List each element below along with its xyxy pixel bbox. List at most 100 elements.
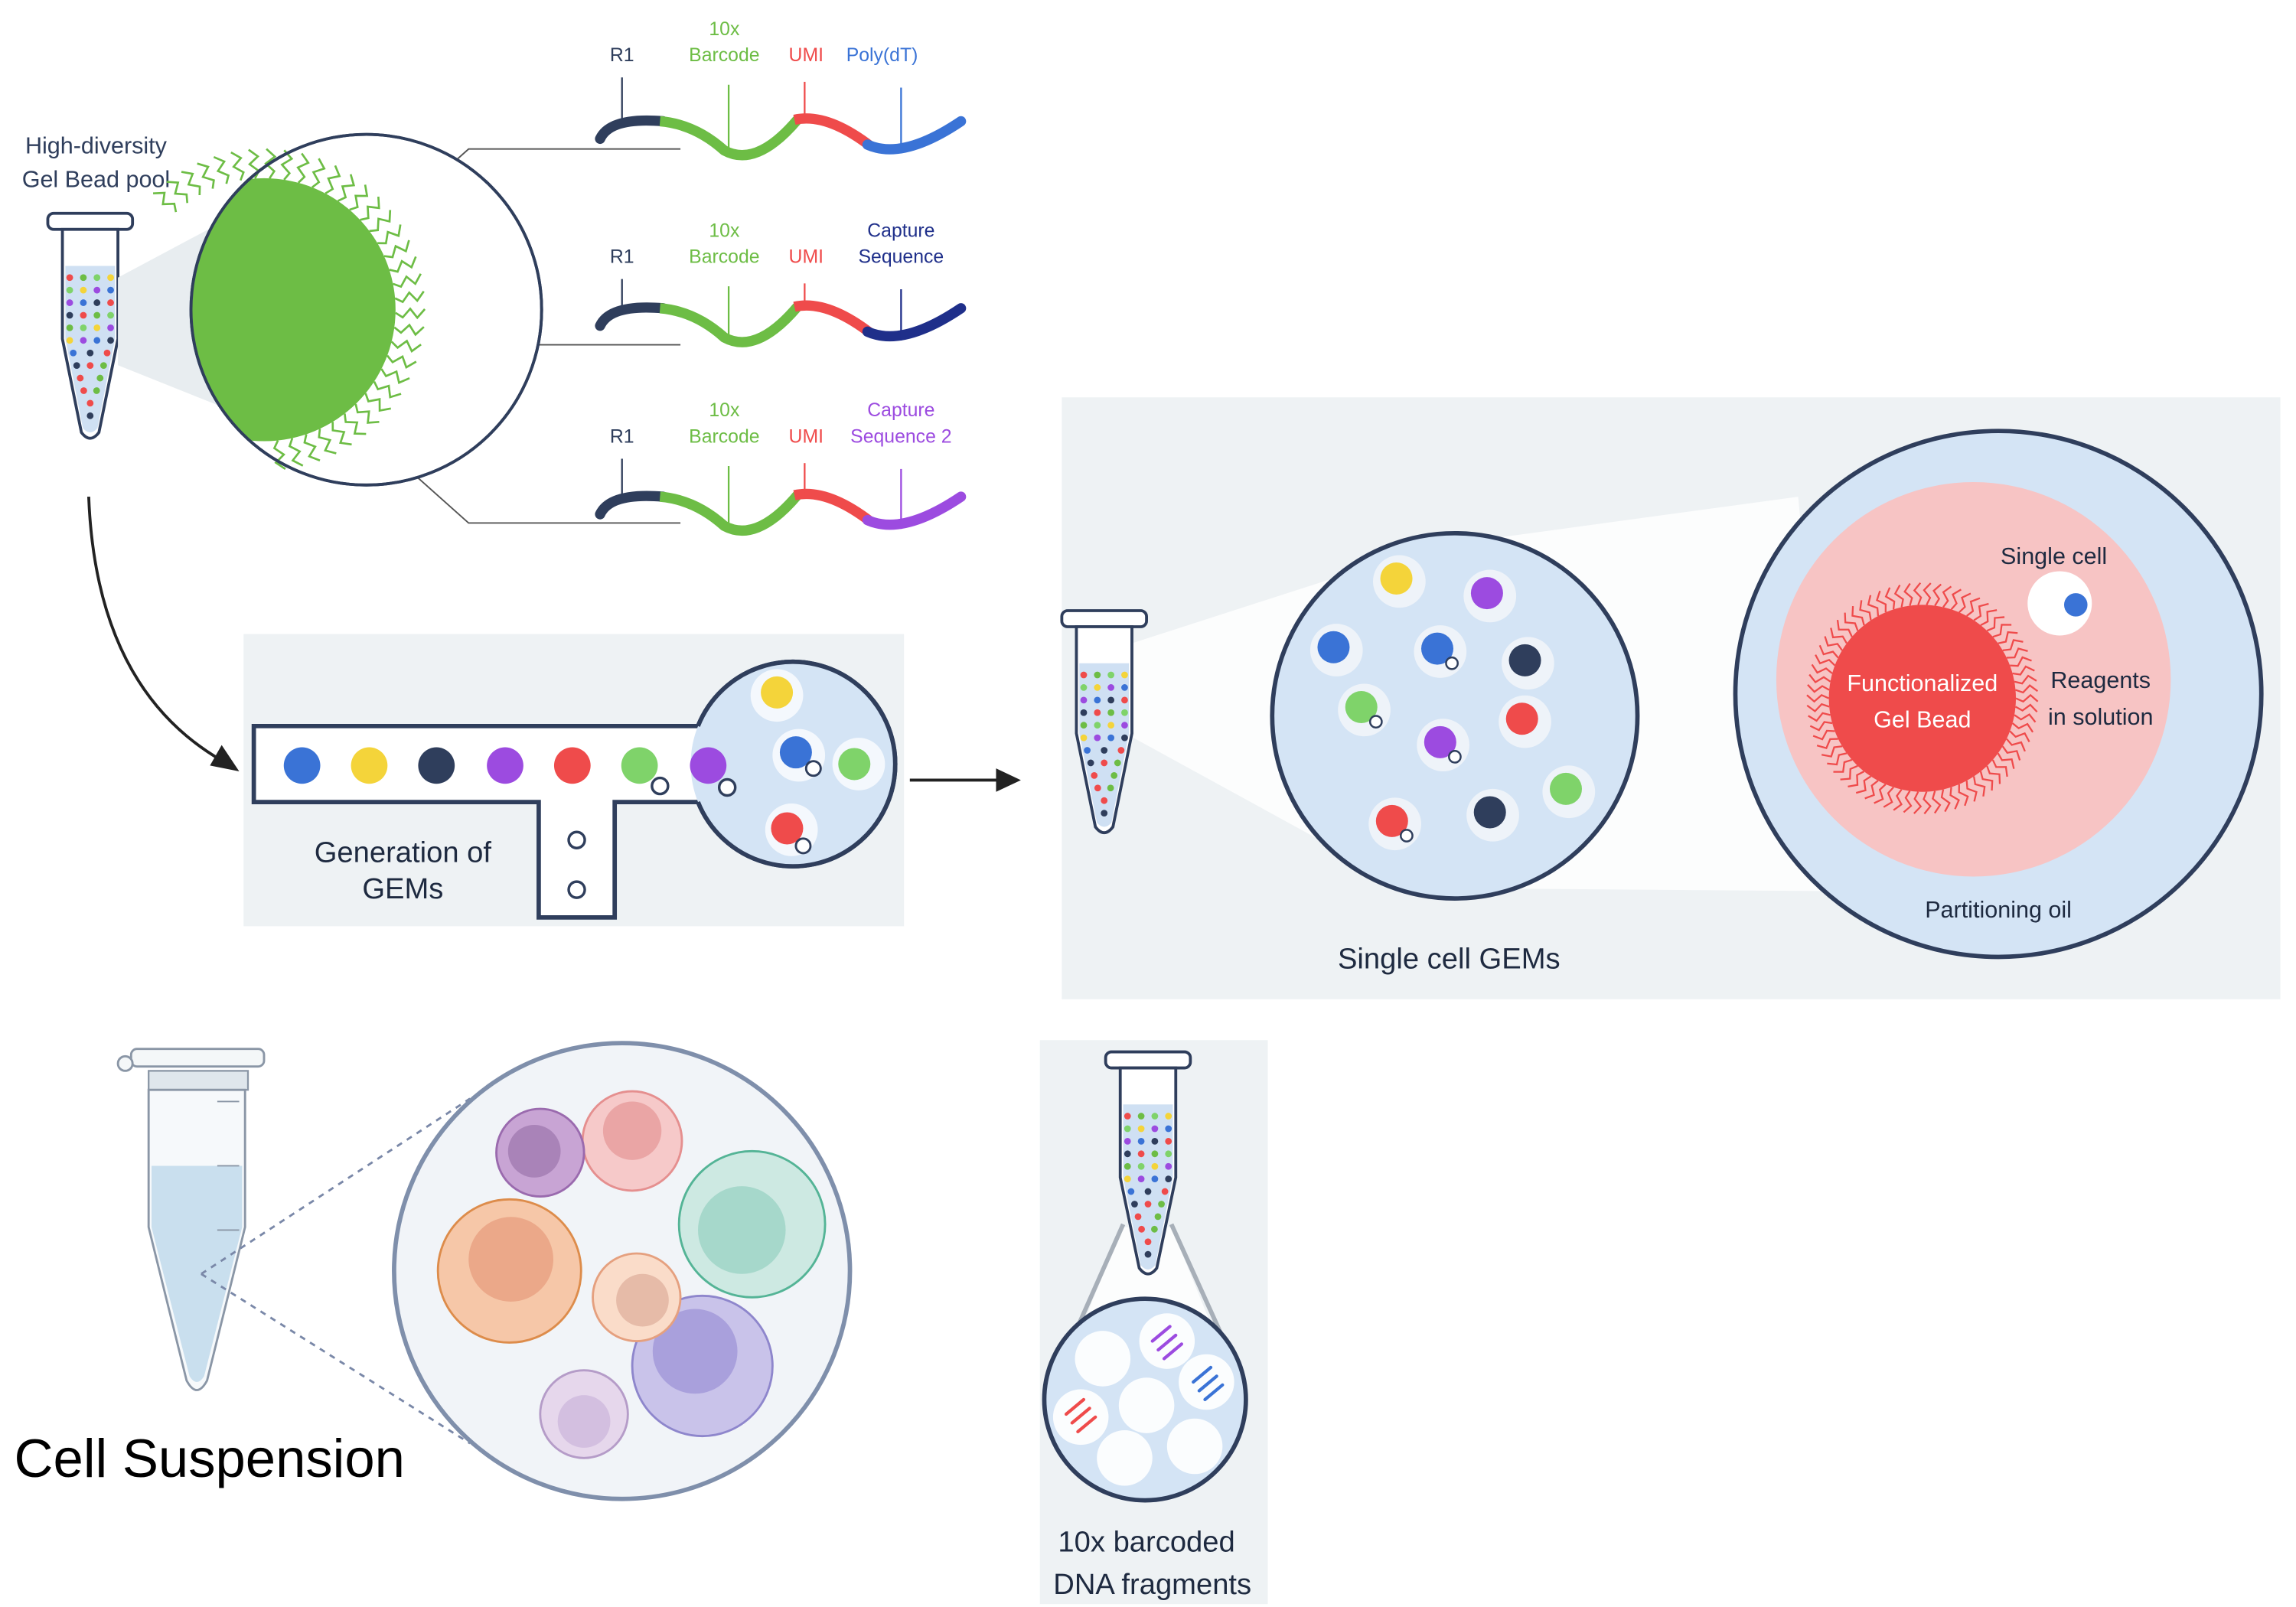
- bead-oligo: [1818, 644, 1839, 659]
- bead-oligo: [1923, 791, 1932, 815]
- oligo-strand: [389, 256, 417, 273]
- bead-dot: [80, 387, 87, 394]
- bead-dot: [1137, 1125, 1145, 1133]
- oligo-strand: [166, 181, 189, 204]
- bead-dot: [1134, 1213, 1142, 1221]
- bead-dot: [1121, 722, 1128, 729]
- barcode-label-line1: 10x: [709, 220, 740, 241]
- bead-dot: [1151, 1162, 1159, 1170]
- gem-droplet: [1542, 765, 1596, 819]
- bead-oligo: [1884, 587, 1896, 610]
- bead-dot: [1124, 1137, 1131, 1145]
- bead-dot: [107, 337, 114, 344]
- bead-oligo: [1812, 729, 1835, 741]
- dna-fragments-panel: 10x barcoded DNA fragments: [1039, 1040, 1268, 1605]
- oligo-strand: [272, 440, 286, 471]
- flow-arrow-1: [87, 497, 221, 761]
- oligo-strand: [318, 429, 337, 455]
- bead-oligo: [1827, 752, 1848, 766]
- gem-droplet: [1466, 788, 1519, 842]
- reagents-label-line2: in solution: [2048, 704, 2153, 730]
- oligo-strand: [395, 307, 426, 320]
- microfluidics-panel: Generation of GEMs: [243, 634, 905, 927]
- bead-oligo: [2009, 730, 2030, 743]
- bead-oligo: [1980, 609, 1998, 627]
- bead-dot: [93, 311, 101, 319]
- bead-oligo: [2006, 738, 2026, 752]
- bead-dot: [1165, 1125, 1172, 1133]
- bead-dot: [80, 299, 87, 306]
- gem-droplet: [1309, 624, 1363, 676]
- oligo-strand: [331, 422, 352, 446]
- bead-dot: [86, 362, 94, 370]
- oligo-structures: R1 10x Barcode UMI Poly(dT) R1 10x Barcode UMI Ca…: [595, 19, 967, 536]
- bead-dot: [1110, 771, 1118, 779]
- gel-bead-pool-group: High-diversity Gel Bead pool: [22, 132, 170, 440]
- bead-dot: [80, 337, 87, 344]
- bead-dot: [80, 274, 87, 282]
- oligo-strand: [390, 339, 422, 353]
- gem-droplet: [1463, 569, 1517, 623]
- capture-label-line2: Sequence 2: [850, 426, 951, 447]
- bead-dot: [1121, 734, 1128, 742]
- bead-oligo: [1965, 781, 1978, 802]
- bead-dot: [1121, 709, 1128, 716]
- single-cell-droplet: [2027, 571, 2092, 636]
- r1-label: R1: [610, 426, 634, 447]
- gems-panel: Single cell GEMs Single cell Functionali…: [1060, 397, 2281, 999]
- bead-dot: [1124, 1125, 1131, 1133]
- bead-dot: [1151, 1137, 1159, 1145]
- bead-oligo: [1991, 759, 2008, 777]
- reagents-label-line1: Reagents: [2050, 667, 2151, 693]
- bead-dot: [1087, 759, 1094, 767]
- bead-oligo: [1815, 654, 1836, 667]
- polydt-label: Poly(dT): [846, 45, 918, 66]
- bead-oligo: [2006, 647, 2028, 659]
- arrow-right-icon: [996, 768, 1021, 792]
- bead-oligo: [1808, 673, 1831, 683]
- cells: [436, 1090, 827, 1459]
- gem-droplet: [1338, 683, 1391, 737]
- functionalized-bead-label-line1: Functionalized: [1847, 670, 1998, 696]
- bead-dot: [66, 311, 73, 319]
- bead-oligo: [1883, 786, 1894, 808]
- bead-oligo: [2014, 713, 2037, 723]
- bead-oligo: [1942, 585, 1952, 608]
- bead-oligo: [1811, 663, 1833, 674]
- dna-tube-icon: [1104, 1050, 1192, 1276]
- bead-dot: [1094, 784, 1101, 792]
- bead-dot: [1144, 1188, 1152, 1195]
- bead-dot: [1137, 1113, 1145, 1120]
- bead-dot: [93, 286, 101, 294]
- oligo-strand: [311, 158, 326, 188]
- gem-droplet: [1414, 625, 1467, 678]
- bead-dot: [1107, 671, 1115, 679]
- oligo-strand: [369, 210, 392, 233]
- barcode-label-line1: 10x: [709, 400, 740, 421]
- bead-dot: [1107, 722, 1115, 729]
- bead-dot: [1101, 747, 1108, 754]
- bead-oligo: [1932, 583, 1942, 607]
- bead-dot: [70, 349, 77, 357]
- bead-oligo: [1808, 712, 1831, 722]
- bead-oligo: [1867, 595, 1880, 617]
- bead-oligo: [1864, 780, 1879, 800]
- oligo-strand: [288, 438, 304, 467]
- bead-oligo: [2001, 745, 2021, 761]
- gem-droplet: [1502, 637, 1554, 690]
- bead-dot: [1094, 734, 1101, 742]
- cell-suspension-label: Cell Suspension: [15, 1428, 405, 1488]
- bead-dot: [1151, 1150, 1159, 1158]
- bead-oligo: [1949, 787, 1960, 810]
- gel-bead: [487, 747, 523, 784]
- bead-dot: [1121, 671, 1128, 679]
- oligo-strand: [197, 162, 215, 189]
- gel-bead: [351, 747, 388, 784]
- oligo-1: R1 10x Barcode UMI Poly(dT): [595, 19, 967, 161]
- capture-label-line2: Sequence: [859, 247, 944, 268]
- bead-oligo: [1848, 771, 1865, 787]
- bead-dot: [66, 337, 73, 344]
- bead-oligo: [2015, 684, 2039, 694]
- dna-fragments-label-line2: DNA fragments: [1053, 1568, 1251, 1601]
- bead-dot: [86, 399, 94, 407]
